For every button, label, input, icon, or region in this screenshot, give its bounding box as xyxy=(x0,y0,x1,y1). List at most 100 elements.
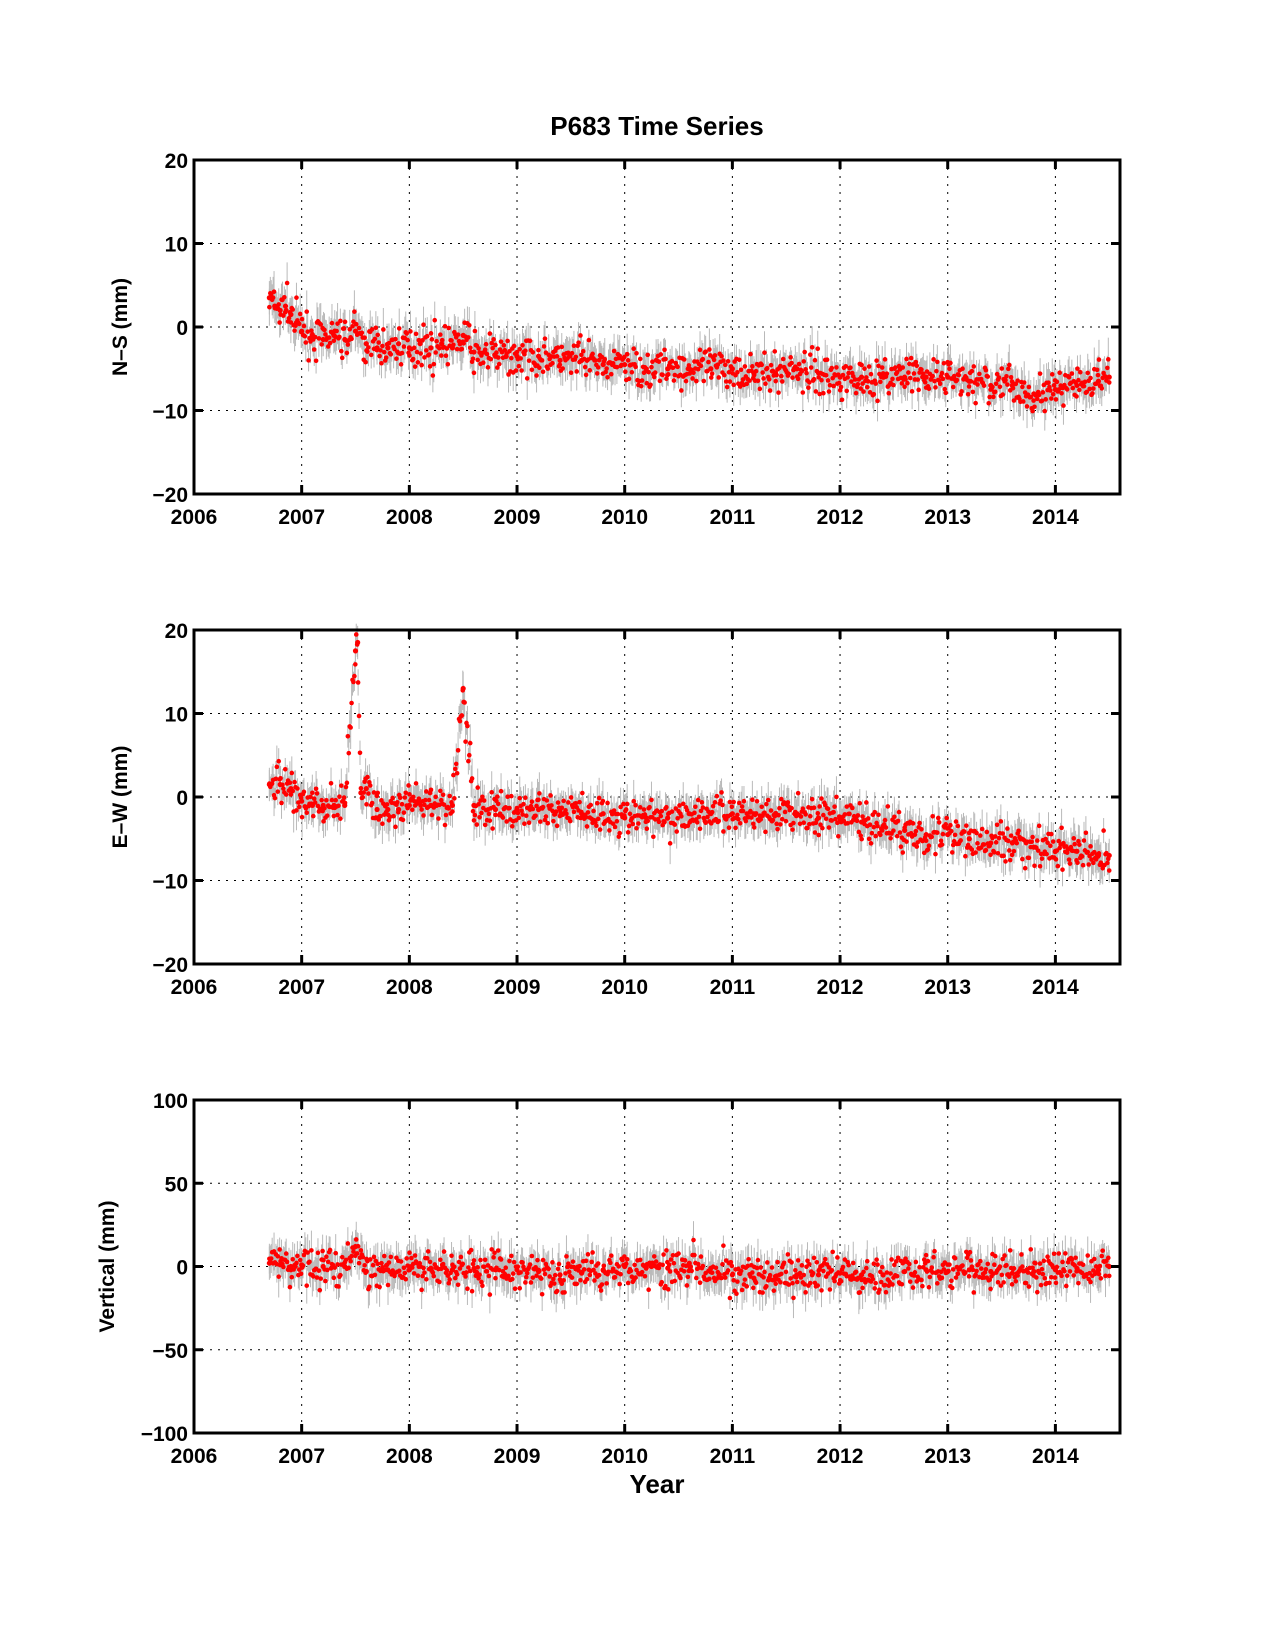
data-point xyxy=(490,345,495,351)
data-point xyxy=(416,796,422,802)
y-tick-label: 10 xyxy=(165,704,188,727)
data-point xyxy=(1020,384,1025,390)
data-point xyxy=(283,792,289,797)
data-point xyxy=(426,352,432,357)
data-point xyxy=(988,382,994,389)
data-point xyxy=(428,331,434,336)
data-point xyxy=(775,826,780,832)
data-points xyxy=(266,632,1112,873)
data-point xyxy=(278,775,283,781)
data-point xyxy=(984,829,990,835)
data-point xyxy=(410,356,416,362)
data-point xyxy=(981,842,987,847)
data-point xyxy=(577,799,582,805)
data-point xyxy=(1050,839,1056,844)
data-point xyxy=(1030,408,1035,414)
data-point xyxy=(683,378,689,384)
data-point xyxy=(1045,840,1050,845)
data-point xyxy=(288,320,294,325)
data-point xyxy=(367,1284,372,1290)
data-point xyxy=(882,817,888,823)
data-point xyxy=(372,1272,378,1278)
data-point xyxy=(356,713,362,719)
data-point xyxy=(662,819,667,825)
data-point xyxy=(487,818,493,823)
data-point xyxy=(815,815,822,821)
data-point xyxy=(807,821,812,827)
data-point xyxy=(314,1275,320,1280)
data-point xyxy=(438,332,443,337)
data-point xyxy=(852,377,858,382)
data-point xyxy=(748,808,753,814)
data-point xyxy=(292,328,297,333)
data-point xyxy=(439,341,445,347)
data-point xyxy=(350,323,355,329)
data-point xyxy=(649,364,654,370)
data-point xyxy=(331,338,337,344)
data-point xyxy=(898,844,904,849)
data-point xyxy=(1000,392,1006,397)
data-point xyxy=(381,327,386,332)
data-point xyxy=(544,798,550,803)
data-point xyxy=(1053,857,1059,862)
data-point xyxy=(365,774,370,780)
data-point xyxy=(394,356,399,361)
x-tick-label: 2010 xyxy=(601,976,648,999)
x-tick-label: 2007 xyxy=(278,506,325,529)
data-point xyxy=(631,346,637,352)
data-point xyxy=(950,384,956,390)
data-point xyxy=(282,295,287,300)
data-point xyxy=(288,792,294,797)
data-point xyxy=(1008,833,1014,838)
data-point xyxy=(415,360,421,365)
data-point xyxy=(514,353,520,359)
data-point xyxy=(413,781,419,786)
data-point xyxy=(476,346,481,351)
data-point xyxy=(1021,380,1027,385)
data-point xyxy=(557,362,563,368)
data-point xyxy=(503,353,509,359)
data-point xyxy=(1096,357,1102,362)
data-point xyxy=(320,336,326,343)
data-points xyxy=(266,1237,1112,1301)
data-point xyxy=(726,825,732,830)
data-point xyxy=(374,345,380,351)
data-point xyxy=(707,347,712,352)
data-point xyxy=(762,350,767,355)
data-point xyxy=(670,365,676,371)
data-point xyxy=(873,381,878,386)
data-point xyxy=(305,1250,310,1255)
data-point xyxy=(992,834,998,839)
data-point xyxy=(965,391,971,397)
data-point xyxy=(1011,848,1017,854)
data-point xyxy=(864,384,870,390)
data-point xyxy=(371,1254,377,1260)
data-point xyxy=(955,823,961,829)
data-point xyxy=(996,835,1002,841)
data-point xyxy=(875,398,880,404)
data-point xyxy=(446,325,452,331)
data-point xyxy=(625,830,631,835)
data-point xyxy=(860,381,865,386)
data-point xyxy=(395,341,402,347)
data-point xyxy=(471,370,477,376)
data-point xyxy=(463,739,468,744)
data-point xyxy=(272,303,278,309)
data-point xyxy=(299,814,305,820)
data-point xyxy=(466,752,472,758)
data-point xyxy=(1031,391,1037,397)
x-tick-label: 2010 xyxy=(601,506,648,529)
data-point xyxy=(725,358,731,364)
data-point xyxy=(963,853,968,859)
data-point xyxy=(765,797,771,803)
data-point xyxy=(854,818,860,824)
data-point xyxy=(686,366,692,372)
data-point xyxy=(935,359,940,365)
data-point xyxy=(313,786,319,792)
data-point xyxy=(907,361,912,367)
data-point xyxy=(651,374,657,380)
data-point xyxy=(338,318,343,324)
data-point xyxy=(751,811,757,817)
data-point xyxy=(272,795,278,801)
data-point xyxy=(583,814,589,820)
